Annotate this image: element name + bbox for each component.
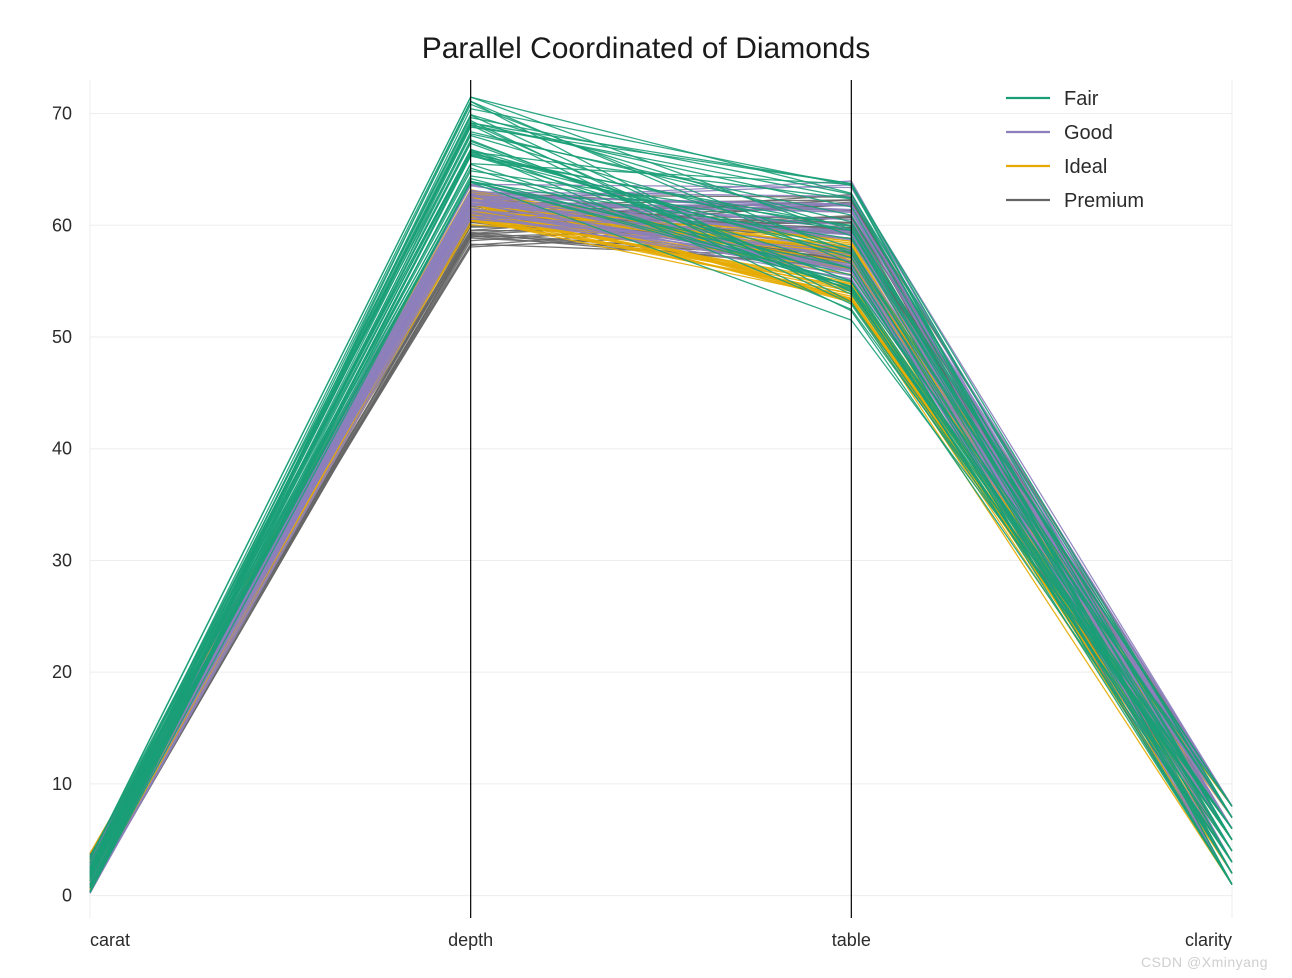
- chart-container: Parallel Coordinated of Diamonds 0 10 20 30…: [0, 0, 1292, 978]
- watermark-text: CSDN @Xminyang: [1141, 954, 1268, 970]
- x-axis-label: clarity: [1185, 930, 1232, 950]
- y-tick-label: 10: [52, 774, 72, 794]
- y-tick-label: 60: [52, 215, 72, 235]
- y-tick-label: 70: [52, 104, 72, 124]
- chart-svg: 0 10 20 30 40 50 60 70 carat depth table clarity Fai…: [0, 0, 1292, 978]
- y-tick-label: 20: [52, 662, 72, 682]
- legend-label: Premium: [1064, 190, 1144, 212]
- x-axis-label: depth: [448, 930, 493, 950]
- x-axis-label: carat: [90, 930, 130, 950]
- y-tick-label: 30: [52, 550, 72, 570]
- legend-label: Ideal: [1064, 156, 1107, 178]
- y-tick-label: 50: [52, 327, 72, 347]
- legend-label: Good: [1064, 122, 1113, 144]
- x-axis-label: table: [832, 930, 871, 950]
- legend-label: Fair: [1064, 88, 1099, 110]
- y-tick-label: 0: [62, 886, 72, 906]
- chart-title: Parallel Coordinated of Diamonds: [0, 32, 1292, 66]
- y-tick-label: 40: [52, 439, 72, 459]
